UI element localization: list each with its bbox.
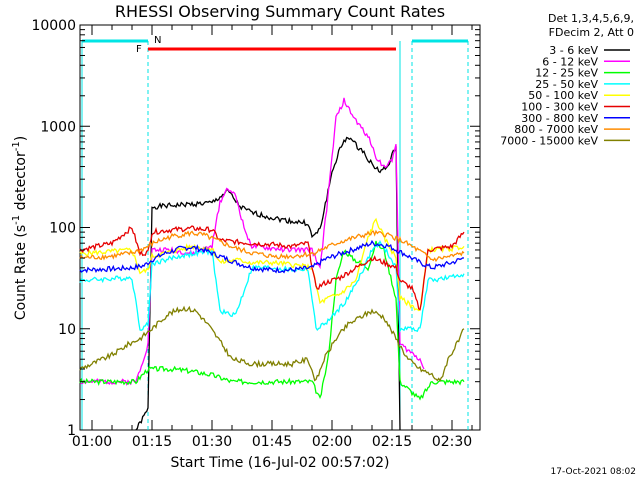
legend-label: 25 - 50 keV [535, 78, 598, 91]
series-line-6 [79, 225, 465, 311]
y-tick-label: 1 [67, 423, 76, 439]
x-tick-label: 02:00 [312, 434, 352, 450]
legend-label: 3 - 6 keV [549, 44, 598, 57]
legend-header-line2: FDecim 2, Att 0 [549, 26, 634, 39]
plot-area: N F 1 10 100 1000 10000 01:00 01:15 01:30 01:45 02:… [31, 18, 481, 450]
x-axis-label: Start Time (16-Jul-02 00:57:02) [170, 455, 389, 471]
x-tick-label: 01:30 [192, 434, 232, 450]
legend-label: 50 - 100 keV [528, 89, 598, 102]
y-axis-label: Count Rate (s-1 detector-1) [11, 136, 29, 320]
series-line-2 [79, 97, 425, 386]
legend: Det 1,3,4,5,6,9, FDecim 2, Att 0 3 - 6 k… [500, 12, 634, 147]
series-line-3 [79, 240, 465, 401]
series-line-4 [79, 240, 465, 334]
x-tick-label: 02:30 [432, 434, 472, 450]
legend-header-line1: Det 1,3,4,5,6,9, [548, 12, 634, 25]
series-line-7 [79, 239, 465, 274]
y-tick-label: 10 [58, 322, 76, 338]
chart-title: RHESSI Observing Summary Count Rates [115, 2, 445, 21]
legend-label: 12 - 25 keV [535, 67, 598, 80]
y-tick-label: 10000 [31, 18, 76, 34]
y-axis-label-sup1: -1 [11, 215, 22, 225]
y-tick-label: 100 [49, 221, 76, 237]
y-axis-label-part2: detector [13, 151, 29, 215]
legend-label: 6 - 12 keV [542, 55, 598, 68]
flag-n-label: N [154, 35, 161, 46]
y-axis-label-part1: Count Rate (s [13, 225, 29, 320]
y-axis-label-part3: ) [13, 136, 29, 141]
y-axis-label-sup2: -1 [11, 141, 22, 151]
legend-label: 7000 - 15000 keV [500, 134, 598, 147]
series-line-5 [79, 217, 465, 312]
flag-f-label: F [136, 44, 142, 55]
legend-label: 100 - 300 keV [521, 101, 598, 114]
footer-date: 17-Oct-2021 08:02 [551, 467, 636, 477]
series-line-1 [135, 136, 401, 431]
series-line-9 [79, 305, 465, 382]
x-tick-label: 02:15 [372, 434, 412, 450]
x-tick-label: 01:15 [132, 434, 172, 450]
y-tick-label: 1000 [40, 119, 76, 135]
legend-label: 800 - 7000 keV [514, 123, 598, 136]
x-tick-label: 01:45 [252, 434, 292, 450]
series-line-8 [79, 229, 465, 263]
x-tick-label: 01:00 [72, 434, 112, 450]
legend-label: 300 - 800 keV [521, 112, 598, 125]
